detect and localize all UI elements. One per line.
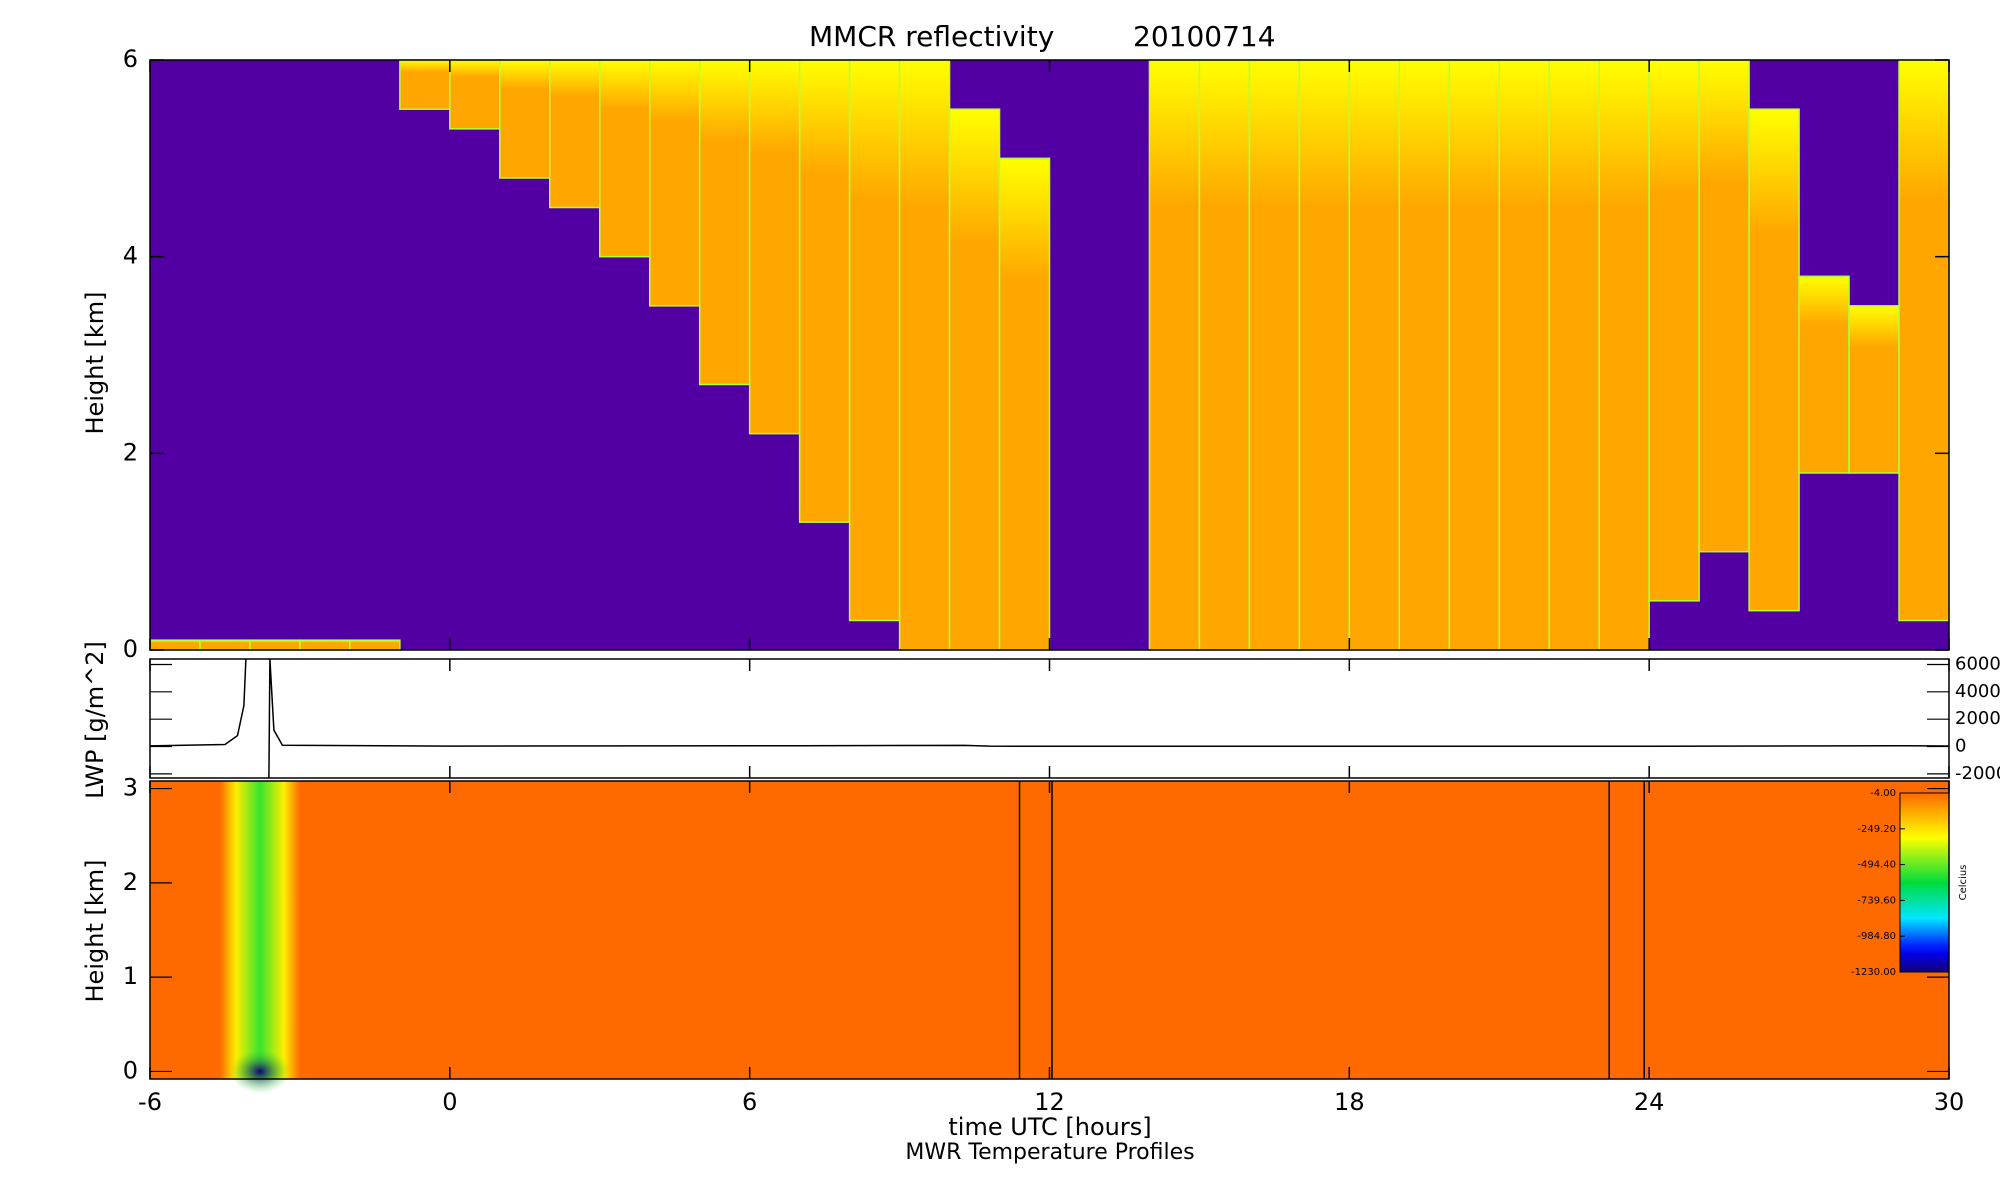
cloud-cell — [998, 157, 1051, 651]
chart-title: MMCR reflectivity — [809, 20, 1054, 53]
cloud-cell — [349, 639, 401, 651]
cloud-cell — [948, 108, 1001, 651]
x-tick-label: 30 — [1934, 1088, 1965, 1116]
cloud-cell — [1598, 59, 1650, 651]
y-tick-label: 1 — [123, 962, 138, 990]
cloud-cell — [299, 639, 351, 651]
cold-band — [219, 781, 300, 1079]
y2-tick-label: 2000 — [1955, 708, 2000, 729]
plot-background — [150, 659, 1949, 778]
y-tick-label: 2 — [123, 438, 138, 466]
lwp-line — [150, 659, 1949, 778]
cloud-cell — [898, 59, 951, 651]
figure-root: MMCR reflectivity 20100714 Height [km] L… — [81, 20, 2000, 1165]
x-tick-label: 24 — [1634, 1088, 1665, 1116]
cloud-cell — [399, 59, 451, 110]
x-tick-label: -6 — [138, 1088, 162, 1116]
y2-tick-label: -2000 — [1955, 763, 2000, 784]
x-tick-label: 12 — [1034, 1088, 1065, 1116]
y-tick-label: 4 — [123, 242, 138, 270]
cloud-cell — [149, 639, 201, 651]
cloud-cell — [499, 59, 551, 179]
x-tick-label: 18 — [1334, 1088, 1365, 1116]
caption: MWR Temperature Profiles — [905, 1140, 1194, 1165]
colorbar-label: Celcius — [1958, 865, 1969, 901]
cloud-cell — [1548, 59, 1600, 651]
colorbar-tick-label: -249.20 — [1857, 824, 1896, 835]
colorbar-tick-label: -494.40 — [1857, 860, 1896, 871]
cloud-cell — [1798, 275, 1850, 474]
cloud-cell — [549, 59, 601, 209]
y-tick-label: 0 — [123, 635, 138, 663]
cloud-cell — [1898, 59, 1950, 622]
x-tick-label: 6 — [742, 1088, 757, 1116]
colorbar-tick-label: -739.60 — [1857, 895, 1896, 906]
cloud-cell — [798, 59, 851, 523]
cloud-cell — [1748, 108, 1800, 612]
colorbar-tick-label: -4.00 — [1870, 788, 1896, 799]
cloud-cell — [199, 639, 251, 651]
cloud-cell — [1348, 59, 1401, 651]
cloud-cell — [1248, 59, 1301, 651]
cloud-cell — [1848, 305, 1900, 474]
y2-tick-label: 6000 — [1955, 653, 2000, 674]
cloud-cell — [848, 59, 901, 622]
colorbar-tick-label: -984.80 — [1857, 931, 1896, 942]
x-axis-label: time UTC [hours] — [948, 1113, 1151, 1141]
cloud-cell — [1298, 59, 1351, 651]
y-tick-label: 6 — [123, 45, 138, 73]
colorbar-tick-label: -1230.00 — [1851, 967, 1896, 978]
y-tick-label: 3 — [123, 774, 138, 802]
y-axis-label: LWP [g/m^2] — [81, 641, 109, 799]
y2-tick-label: 0 — [1955, 736, 1966, 757]
y-tick-label: 0 — [123, 1056, 138, 1084]
cloud-cell — [249, 639, 301, 651]
cloud-cell — [1398, 59, 1451, 651]
cloud-cell — [1448, 59, 1501, 651]
colorbar — [1899, 792, 1950, 973]
cloud-cell — [1498, 59, 1550, 651]
y-axis-label: Height [km] — [81, 860, 109, 1003]
cloud-cell — [748, 59, 801, 435]
y2-tick-label: 4000 — [1955, 681, 2000, 702]
y-tick-label: 2 — [123, 868, 138, 896]
cloud-cell — [1698, 59, 1750, 553]
cloud-cell — [648, 59, 701, 307]
heatmap-background — [150, 781, 1949, 1079]
x-tick-label: 0 — [442, 1088, 457, 1116]
cloud-cell — [599, 59, 651, 258]
cold-spot — [229, 1049, 290, 1094]
cloud-cell — [1148, 59, 1201, 651]
cloud-cell — [698, 59, 751, 386]
cloud-cell — [1198, 59, 1251, 651]
chart-date: 20100714 — [1133, 20, 1276, 53]
cloud-cell — [1648, 59, 1700, 602]
cloud-cell — [449, 59, 501, 130]
y-axis-label: Height [km] — [81, 292, 109, 435]
